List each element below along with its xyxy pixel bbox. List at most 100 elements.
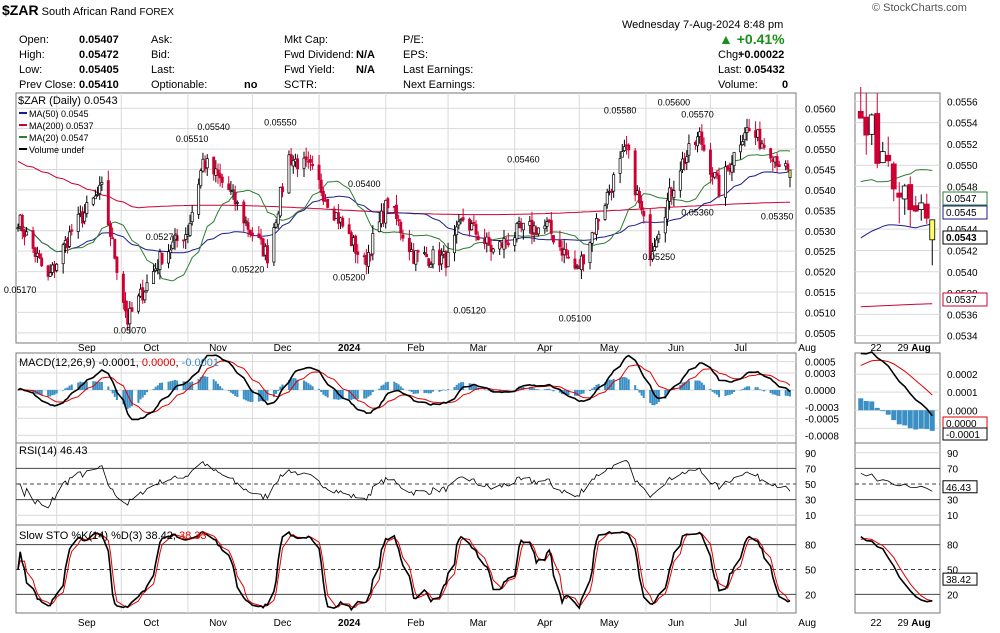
- candle-body: [96, 193, 100, 196]
- candle-body: [489, 244, 493, 252]
- macd-histogram-bar: [130, 390, 133, 407]
- inset-sto-y-tick: 50: [947, 566, 959, 577]
- macd-histogram-bar: [204, 376, 207, 390]
- inset-x-tick: Aug: [911, 618, 930, 629]
- macd-histogram-bar: [748, 386, 751, 390]
- macd-histogram-bar: [320, 390, 323, 392]
- candle-body: [633, 150, 637, 196]
- macd-histogram-bar: [726, 390, 729, 396]
- candle-body: [291, 160, 295, 167]
- inset-rsi-y-tick: 70: [947, 464, 959, 475]
- price-x-tick: Sep: [78, 343, 96, 354]
- candle-body: [515, 223, 519, 240]
- macd-histogram-bar: [709, 388, 712, 390]
- macd-histogram-bar: [272, 390, 275, 398]
- macd-histogram-bar: [397, 384, 400, 390]
- macd-histogram-bar: [771, 390, 774, 395]
- sto-x-tick: May: [600, 618, 619, 629]
- macd-histogram-bar: [96, 381, 99, 390]
- candle-body: [657, 233, 661, 240]
- price-annotation: 0.05600: [658, 97, 691, 107]
- fwddiv-value: N/A: [356, 49, 375, 61]
- macd-histogram-bar: [158, 382, 161, 390]
- candle-body: [730, 164, 734, 173]
- price-y-tick: 0.0510: [805, 308, 836, 319]
- inset-sto-y-tick: 80: [947, 541, 959, 552]
- candle-body: [786, 163, 790, 170]
- macd-histogram-bar: [191, 381, 194, 390]
- macd-histogram-bar: [733, 390, 736, 393]
- inset-macd-signal-line: [860, 359, 933, 396]
- macd-histogram-bar: [627, 379, 630, 390]
- macd-histogram-bar: [326, 390, 329, 398]
- price-annotation: 0.05270: [146, 232, 179, 242]
- macd-histogram-bar: [335, 390, 338, 400]
- legend-entry: MA(200) 0.0537: [29, 121, 94, 131]
- symbol-title: $ZAR South African Rand FOREX: [2, 2, 174, 18]
- macd-histogram-bar: [636, 388, 639, 390]
- price-y-tick: 0.0520: [805, 268, 836, 279]
- candle-body: [453, 234, 456, 254]
- macd-histogram-bar: [595, 384, 598, 390]
- last-label: Last:: [718, 64, 742, 76]
- macd-histogram-bar: [236, 390, 239, 398]
- macd-histogram-bar: [698, 380, 701, 390]
- candle-body: [724, 166, 727, 198]
- candle-body: [715, 172, 719, 176]
- macd-histogram-bar: [324, 390, 327, 397]
- macd-histogram-bar: [604, 382, 607, 390]
- price-x-tick: Oct: [144, 343, 160, 354]
- inset-sto-d-line: [860, 538, 933, 602]
- macd-histogram-bar: [773, 390, 776, 395]
- macd-histogram-bar: [100, 381, 103, 390]
- candle-body: [558, 239, 562, 248]
- macd-histogram-bar: [724, 390, 727, 396]
- macd-histogram-bar: [582, 390, 585, 394]
- candle-body: [278, 186, 282, 217]
- macd-line: [17, 354, 791, 421]
- candle-body: [369, 253, 373, 257]
- candle-body: [622, 146, 626, 151]
- macd-histogram-bar: [354, 390, 357, 400]
- candle-body: [354, 235, 358, 254]
- macd-histogram-bar: [399, 386, 402, 390]
- macd-histogram-bar: [339, 390, 342, 400]
- candle-body: [304, 156, 308, 161]
- candle-body: [425, 254, 429, 258]
- macd-histogram-bar: [141, 390, 144, 398]
- macd-histogram-bar: [189, 382, 192, 390]
- candle-body: [696, 136, 699, 147]
- macd-histogram-bar: [593, 386, 596, 390]
- sto-value-marker: 38.42: [946, 575, 971, 586]
- macd-histogram-bar: [401, 388, 404, 390]
- candle-body: [603, 205, 607, 220]
- candle-body: [595, 218, 598, 235]
- candle-body: [543, 225, 547, 230]
- price-annotation: 0.05250: [643, 252, 676, 262]
- price-annotation: 0.05360: [681, 207, 714, 217]
- macd-y-tick: 0.0000: [805, 386, 836, 397]
- candle-body: [106, 180, 110, 226]
- macd-histogram-bar: [275, 390, 278, 394]
- inset-candle-body: [907, 184, 914, 211]
- candle-body: [605, 192, 609, 205]
- candle-body: [687, 143, 691, 156]
- macd-histogram-bar: [455, 384, 458, 390]
- sto-title: Slow STO %K(14) %D(3) 38.42, 38.33: [19, 530, 207, 542]
- price-inset-frame: [854, 92, 941, 344]
- macd-y-tick: -0.0005: [805, 414, 839, 425]
- candle-body: [109, 223, 112, 237]
- price-value-marker: 0.0545: [946, 208, 977, 219]
- rsi-y-tick: 30: [805, 496, 817, 507]
- macd-histogram-bar: [789, 390, 791, 397]
- candle-body: [321, 190, 325, 202]
- macd-histogram-bar: [32, 390, 35, 393]
- price-value-marker-box: [942, 191, 988, 206]
- candle-body: [588, 242, 592, 264]
- macd-histogram-bar: [440, 390, 443, 391]
- macd-histogram-bar: [152, 389, 155, 390]
- candle-body: [111, 237, 115, 240]
- candle-body: [769, 148, 773, 159]
- candle-body: [618, 158, 622, 174]
